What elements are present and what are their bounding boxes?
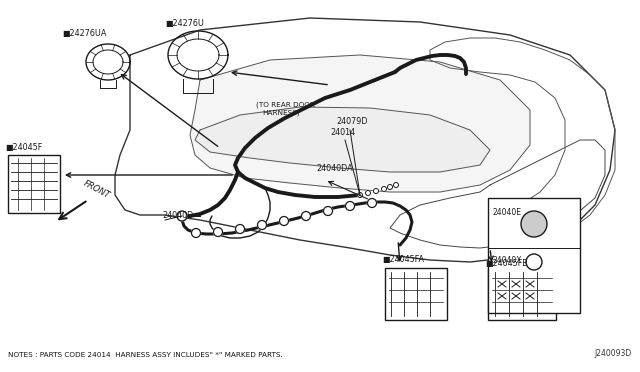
Text: 24040E: 24040E (493, 208, 522, 217)
Circle shape (301, 212, 310, 221)
Circle shape (381, 186, 387, 192)
Bar (8, 155, 60, 213)
Text: 24040X: 24040X (493, 256, 522, 265)
Circle shape (394, 183, 399, 187)
Text: HARNESS): HARNESS) (262, 109, 300, 116)
Bar (488, 198, 580, 313)
Circle shape (257, 221, 266, 230)
Text: NOTES : PARTS CODE 24014  HARNESS ASSY INCLUDES" *" MARKED PARTS.: NOTES : PARTS CODE 24014 HARNESS ASSY IN… (8, 352, 283, 358)
Text: (TO REAR DOOR: (TO REAR DOOR (256, 102, 315, 108)
Bar (385, 268, 447, 320)
Circle shape (374, 189, 378, 193)
Circle shape (346, 202, 355, 211)
Polygon shape (195, 107, 490, 172)
Circle shape (191, 228, 200, 237)
Text: 24040DA: 24040DA (316, 164, 353, 173)
Circle shape (236, 224, 244, 234)
Text: 24014: 24014 (330, 128, 355, 137)
Circle shape (280, 217, 289, 225)
Text: J240093D: J240093D (595, 349, 632, 358)
Circle shape (323, 206, 333, 215)
Circle shape (358, 192, 362, 198)
Text: ■24276U: ■24276U (165, 19, 204, 28)
Text: FRONT: FRONT (82, 179, 111, 200)
Text: ■24045FB: ■24045FB (485, 259, 528, 268)
Circle shape (521, 211, 547, 237)
Circle shape (367, 199, 376, 208)
Circle shape (387, 185, 392, 189)
Text: 24040D: 24040D (162, 211, 193, 220)
Text: ■24276UA: ■24276UA (62, 29, 106, 38)
Bar (488, 268, 556, 320)
Text: ■24045FA: ■24045FA (382, 255, 424, 264)
Circle shape (214, 228, 223, 237)
Circle shape (526, 254, 542, 270)
Polygon shape (190, 55, 530, 192)
Text: ■24045F: ■24045F (5, 143, 42, 152)
Circle shape (177, 211, 187, 221)
Text: 24079D: 24079D (336, 117, 367, 126)
Circle shape (365, 190, 371, 196)
